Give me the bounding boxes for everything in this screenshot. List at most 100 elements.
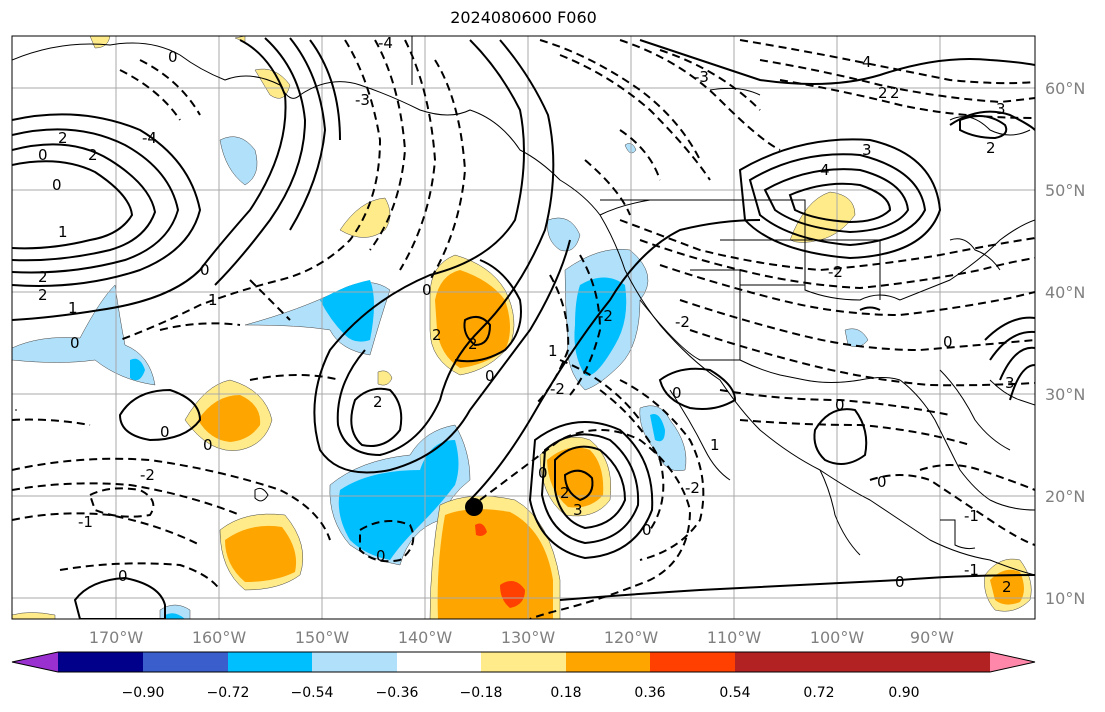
lat-tick-label: 30°N	[1045, 385, 1085, 404]
colorbar-extend-low	[12, 652, 58, 672]
contour-label: 2	[38, 268, 48, 286]
contour-label: -2	[675, 313, 690, 331]
contour-label: 0	[38, 146, 48, 164]
colorbar: −0.90 −0.72 −0.54 −0.36 −0.18 0.18 0.36 …	[11, 651, 1036, 701]
contour-label: -3	[694, 68, 709, 86]
lon-tick-label: 120°W	[604, 628, 659, 647]
contour-label: -2	[685, 479, 700, 497]
colorbar-outline	[11, 651, 1036, 673]
location-marker	[465, 498, 483, 516]
contour-label: 2	[38, 286, 48, 304]
contour-label: 0	[200, 261, 210, 279]
lon-tick-label: 160°W	[192, 628, 247, 647]
contour-label: 1	[58, 223, 68, 241]
contour-label: -1	[964, 507, 979, 525]
contour-label: 0	[642, 521, 652, 539]
contour-label: 0	[70, 334, 80, 352]
longitude-ticks: 170°W 160°W 150°W 140°W 130°W 120°W 110°…	[89, 628, 954, 647]
lon-tick-label: 130°W	[501, 628, 556, 647]
lat-tick-label: 60°N	[1045, 79, 1085, 98]
lon-tick-label: 170°W	[89, 628, 144, 647]
contour-label: -1	[964, 561, 979, 579]
lat-tick-label: 10°N	[1045, 589, 1085, 608]
colorbar-segment	[481, 652, 566, 672]
shading-orange	[198, 270, 1024, 619]
colorbar-label: −0.36	[376, 685, 419, 701]
map-panel: 2 0 0 2 1 2 2 1 0 0 0 -2 -1 0 0 1 -4 0 -…	[12, 34, 1035, 619]
coastlines	[12, 36, 1035, 576]
latitude-ticks: 60°N 50°N 40°N 30°N 20°N 10°N	[1045, 79, 1085, 608]
contour-label: 0	[672, 384, 682, 402]
contour-label: 0	[52, 176, 62, 194]
contour-label: 0	[943, 333, 953, 351]
colorbar-segment	[228, 652, 312, 672]
contour-label: 0	[160, 423, 170, 441]
lat-tick-label: 50°N	[1045, 181, 1085, 200]
map-frame	[11, 35, 1036, 620]
lat-tick-label: 20°N	[1045, 487, 1085, 506]
contour-label: 0	[376, 547, 386, 565]
contour-label: 2	[58, 129, 68, 147]
contour-label: 4	[820, 161, 830, 179]
contour-label: 2	[1002, 578, 1012, 596]
contour-label: 0	[203, 436, 213, 454]
colorbar-segments	[58, 652, 990, 672]
contour-label: 3	[862, 141, 872, 159]
colorbar-label: 0.54	[719, 685, 750, 701]
colorbar-label: −0.72	[207, 685, 250, 701]
colorbar-segment	[819, 652, 904, 672]
colorbar-segment	[566, 652, 650, 672]
graticule	[12, 36, 1035, 619]
colorbar-extend-high	[990, 652, 1035, 672]
colorbar-segment	[312, 652, 397, 672]
colorbar-label: −0.54	[291, 685, 334, 701]
contour-label: 2	[432, 326, 442, 344]
contour-label: 2	[373, 393, 383, 411]
contour-label: -4	[378, 34, 393, 52]
contour-label: -3	[355, 91, 370, 109]
colorbar-label: −0.18	[460, 685, 503, 701]
contour-label: -2	[828, 263, 843, 281]
contour-label: 0	[168, 48, 178, 66]
shading-blue	[130, 277, 665, 619]
contour-label: 0	[877, 473, 887, 491]
contour-label: 1	[710, 436, 720, 454]
contour-label: 2	[560, 484, 570, 502]
colorbar-label: −0.90	[122, 685, 165, 701]
lon-tick-label: 90°W	[910, 628, 954, 647]
contour-label: 1	[68, 299, 78, 317]
lat-tick-label: 40°N	[1045, 283, 1085, 302]
contour-label: -2	[598, 307, 613, 325]
lon-tick-label: 100°W	[810, 628, 865, 647]
colorbar-label: 0.18	[550, 685, 581, 701]
contour-label: 2	[986, 139, 996, 157]
contour-label: 3	[1005, 374, 1015, 392]
contour-label: -2	[550, 380, 565, 398]
contour-label: 1	[548, 342, 558, 360]
contour-label: 2	[468, 335, 478, 353]
contour-label: 0	[895, 573, 905, 591]
contour-label: -2	[140, 466, 155, 484]
contour-label: 0	[422, 281, 432, 299]
contour-label: 0	[538, 464, 548, 482]
contour-label: 2	[878, 84, 888, 102]
colorbar-segment	[58, 652, 143, 672]
map-title: 2024080600 F060	[450, 8, 597, 27]
contour-labels: 2 0 0 2 1 2 2 1 0 0 0 -2 -1 0 0 1 -4 0 -…	[38, 34, 1015, 596]
contour-label: 2	[88, 146, 98, 164]
contour-label: 0	[835, 396, 845, 414]
colorbar-label: 0.72	[803, 685, 834, 701]
contour-label: 0	[118, 567, 128, 585]
contour-label: -1	[78, 513, 93, 531]
contour-label: 3	[996, 100, 1006, 118]
contour-label: -4	[142, 129, 157, 147]
contour-label: 2	[890, 84, 900, 102]
colorbar-label: 0.36	[634, 685, 665, 701]
colorbar-labels: −0.90 −0.72 −0.54 −0.36 −0.18 0.18 0.36 …	[122, 685, 920, 701]
contour-label: 4	[862, 53, 872, 71]
dashed-contours	[12, 39, 1035, 619]
colorbar-segment	[650, 652, 735, 672]
contour-label: 3	[573, 501, 583, 519]
colorbar-label: 0.90	[888, 685, 919, 701]
